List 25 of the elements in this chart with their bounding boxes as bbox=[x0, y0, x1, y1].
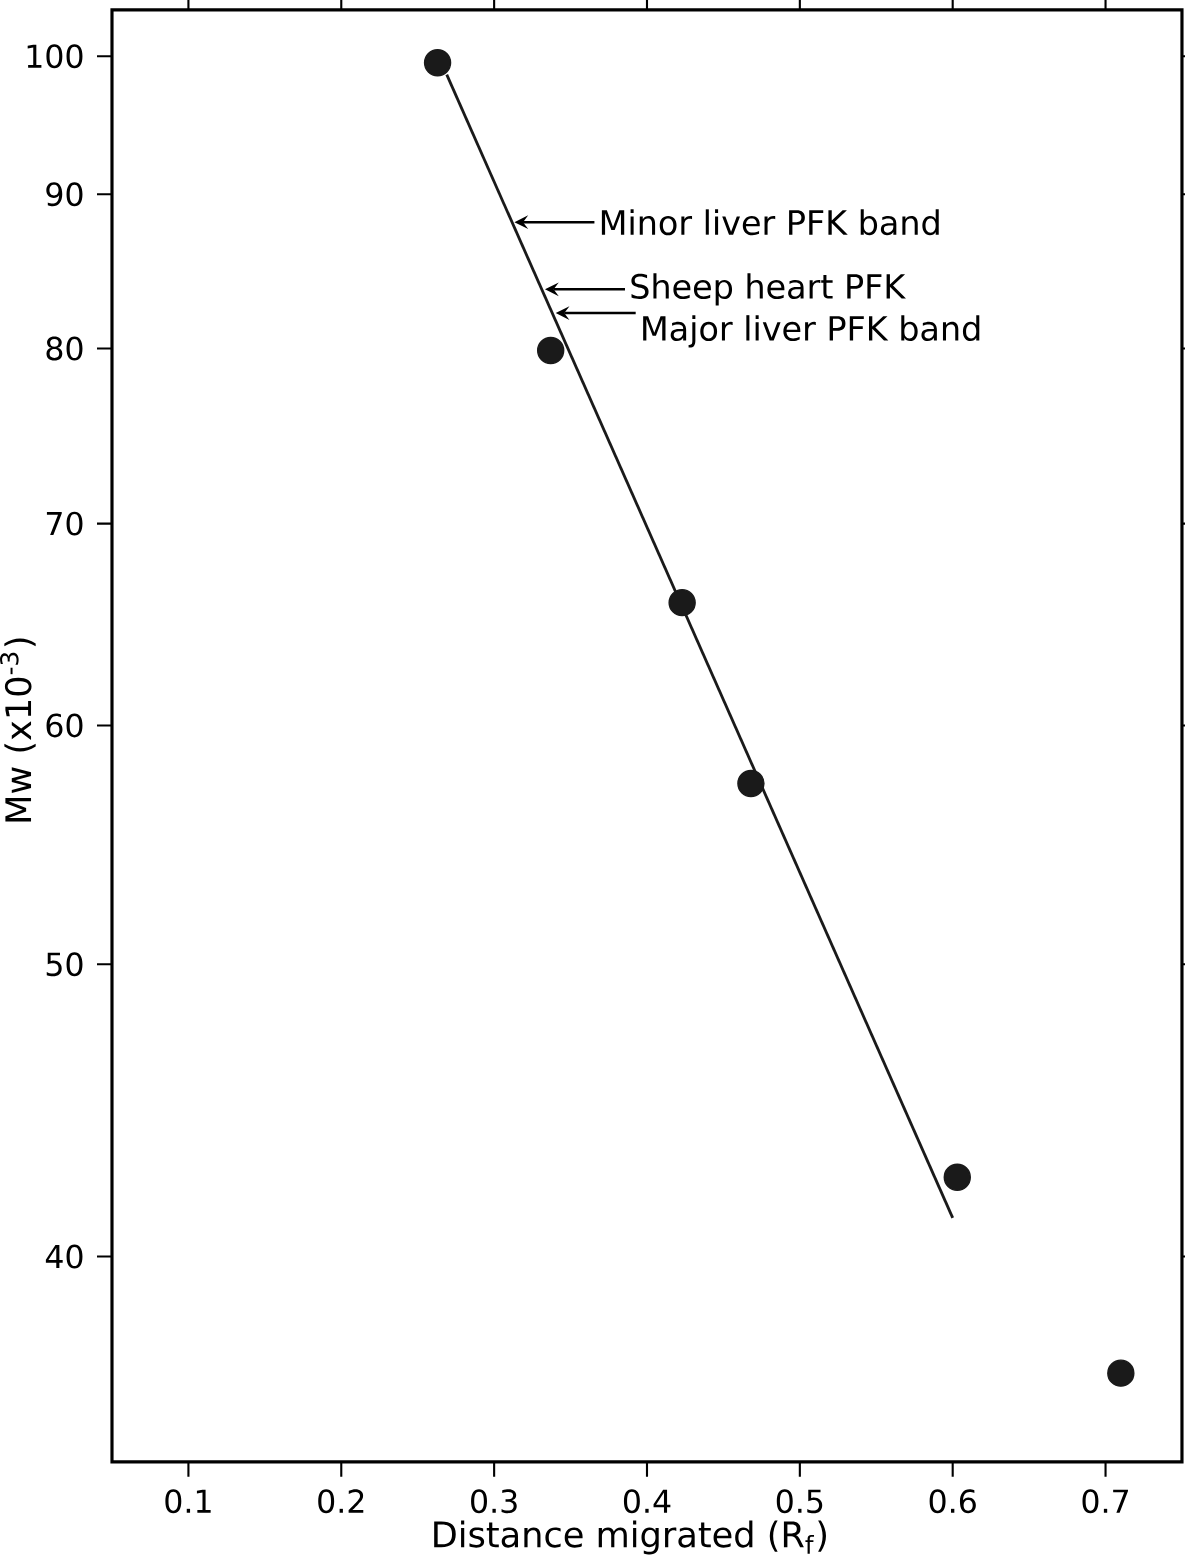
annotation: Major liver PFK band bbox=[643, 315, 980, 348]
x-tick-label: 0.7 bbox=[1082, 1489, 1128, 1514]
point bbox=[423, 49, 452, 77]
x-tick-label: 0.5 bbox=[776, 1489, 823, 1514]
x-tick-label: 0.1 bbox=[165, 1489, 211, 1514]
point bbox=[943, 1163, 971, 1191]
y-tick-label: 50 bbox=[46, 952, 83, 977]
y-tick-label: 70 bbox=[46, 511, 83, 536]
y-tick-label: 100 bbox=[27, 44, 83, 69]
y-tick-label: 60 bbox=[46, 713, 83, 738]
y-tick-label: 90 bbox=[46, 182, 83, 207]
x-tick-label: 0.3 bbox=[471, 1489, 517, 1514]
y-tick-label: 80 bbox=[46, 336, 83, 361]
annotation: Sheep heart PFK bbox=[631, 273, 906, 306]
point bbox=[1107, 1359, 1135, 1387]
x-tick-label: 0.2 bbox=[318, 1489, 364, 1514]
point bbox=[536, 336, 565, 365]
point bbox=[668, 588, 696, 617]
x-axis-title: Distance migrated (R$_{f}$) bbox=[434, 1520, 826, 1555]
point bbox=[737, 769, 765, 798]
x-tick-label: 0.4 bbox=[623, 1489, 671, 1514]
x-tick-label: 0.6 bbox=[929, 1489, 976, 1514]
y-tick-label: 40 bbox=[45, 1244, 83, 1269]
y-axis-title: Mw (x10$^{-3}$) bbox=[0, 638, 36, 822]
annotation: Minor liver PFK band bbox=[601, 209, 939, 236]
